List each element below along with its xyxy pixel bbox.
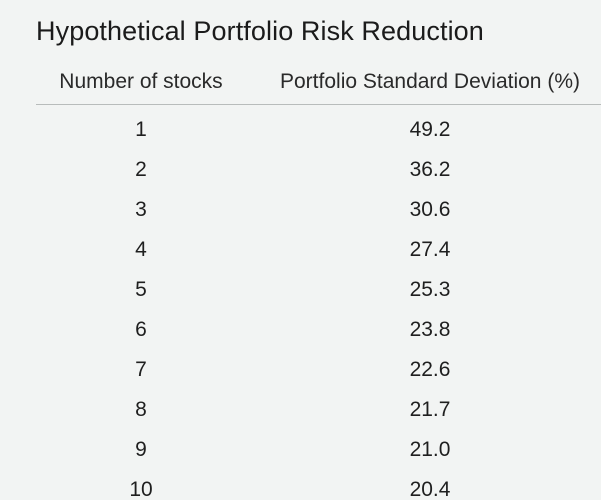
table-row: 3 30.6 bbox=[36, 190, 596, 230]
table-row: 2 36.2 bbox=[36, 150, 596, 190]
std-dev-cell: 30.6 bbox=[409, 198, 451, 221]
std-dev-cell: 25.3 bbox=[409, 278, 451, 301]
stocks-cell: 1 bbox=[135, 118, 147, 141]
std-dev-cell: 21.0 bbox=[409, 438, 451, 461]
header-number-of-stocks: Number of stocks bbox=[59, 70, 223, 93]
table-row: 1 49.2 bbox=[36, 110, 596, 150]
table-row: 4 27.4 bbox=[36, 230, 596, 270]
stocks-cell: 10 bbox=[129, 478, 153, 500]
stocks-cell: 6 bbox=[135, 318, 147, 341]
table-row: 5 25.3 bbox=[36, 270, 596, 310]
stocks-cell: 3 bbox=[135, 198, 147, 221]
table-row: 9 21.0 bbox=[36, 430, 596, 470]
header-divider bbox=[36, 104, 601, 105]
stocks-cell: 7 bbox=[135, 358, 147, 381]
std-dev-cell: 27.4 bbox=[409, 238, 451, 261]
std-dev-cell: 49.2 bbox=[409, 118, 451, 141]
table-row: 8 21.7 bbox=[36, 390, 596, 430]
std-dev-cell: 20.4 bbox=[409, 478, 451, 500]
stocks-cell: 9 bbox=[135, 438, 147, 461]
table-header: Number of stocks Portfolio Standard Devi… bbox=[36, 70, 596, 104]
table-row: 10 20.4 bbox=[36, 470, 596, 500]
table-row: 6 23.8 bbox=[36, 310, 596, 350]
table-body: 1 49.2 2 36.2 3 30.6 4 27.4 5 25.3 6 23.… bbox=[36, 110, 596, 500]
stocks-cell: 4 bbox=[135, 238, 147, 261]
table-row: 7 22.6 bbox=[36, 350, 596, 390]
stocks-cell: 5 bbox=[135, 278, 147, 301]
std-dev-cell: 36.2 bbox=[409, 158, 451, 181]
std-dev-cell: 23.8 bbox=[409, 318, 451, 341]
header-portfolio-std-dev: Portfolio Standard Deviation (%) bbox=[280, 70, 580, 93]
std-dev-cell: 22.6 bbox=[409, 358, 451, 381]
std-dev-cell: 21.7 bbox=[409, 398, 451, 421]
stocks-cell: 2 bbox=[135, 158, 147, 181]
page-title: Hypothetical Portfolio Risk Reduction bbox=[36, 16, 484, 46]
stocks-cell: 8 bbox=[135, 398, 147, 421]
